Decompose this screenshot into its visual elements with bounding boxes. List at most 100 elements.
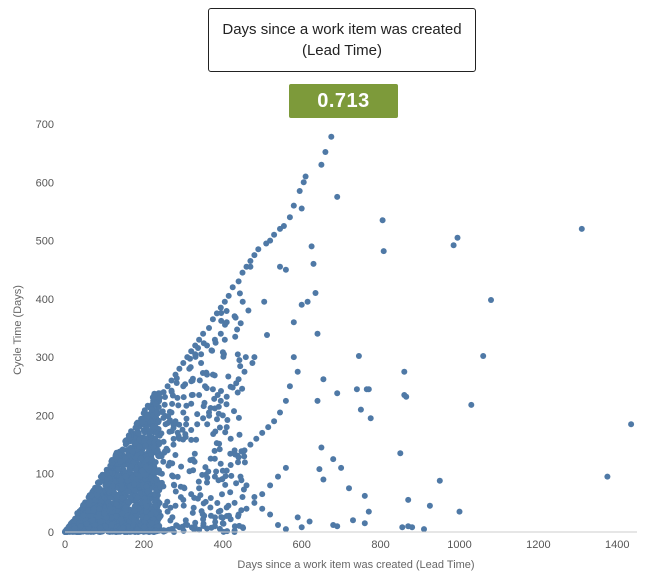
scatter-point xyxy=(194,421,201,428)
scatter-point xyxy=(227,450,234,457)
scatter-point xyxy=(604,473,611,480)
scatter-point xyxy=(190,467,197,474)
scatter-point xyxy=(399,524,406,531)
scatter-point xyxy=(271,418,278,425)
scatter-point xyxy=(221,336,228,343)
scatter-point xyxy=(196,485,203,492)
scatter-point xyxy=(334,193,341,200)
scatter-point xyxy=(122,441,129,448)
scatter-point xyxy=(200,415,207,422)
scatter-point xyxy=(261,298,268,305)
scatter-point xyxy=(189,391,196,398)
scatter-point xyxy=(211,336,218,343)
scatter-point xyxy=(202,471,209,478)
scatter-point xyxy=(223,308,230,314)
scatter-point xyxy=(132,466,139,472)
scatter-point xyxy=(241,447,248,454)
scatter-point xyxy=(365,386,372,393)
scatter-point xyxy=(196,336,203,343)
scatter-point xyxy=(286,214,293,221)
scatter-point xyxy=(183,402,190,409)
y-tick-label: 400 xyxy=(36,294,54,306)
scatter-point xyxy=(409,524,416,531)
scatter-point xyxy=(211,473,218,480)
scatter-point xyxy=(298,301,305,308)
scatter-point xyxy=(275,522,281,528)
scatter-point xyxy=(166,428,173,435)
scatter-point xyxy=(228,472,235,479)
scatter-point xyxy=(223,504,230,511)
scatter-point xyxy=(97,518,104,525)
scatter-point xyxy=(180,383,187,390)
scatter-point xyxy=(102,523,108,530)
scatter-point xyxy=(143,483,150,490)
scatter-point xyxy=(239,269,246,276)
scatter-point xyxy=(237,320,244,327)
scatter-point xyxy=(192,342,199,349)
scatter-point xyxy=(330,456,337,463)
scatter-point xyxy=(108,514,115,521)
scatter-point xyxy=(316,466,323,473)
scatter-point xyxy=(237,473,244,480)
scatter-point xyxy=(209,371,216,378)
scatter-point xyxy=(233,480,240,487)
scatter-point xyxy=(112,453,119,460)
scatter-point xyxy=(286,383,293,390)
scatter-point xyxy=(211,523,218,530)
scatter-point xyxy=(168,387,175,394)
scatter-point xyxy=(176,524,183,531)
scatter-point xyxy=(234,351,241,358)
scatter-point xyxy=(290,319,297,326)
scatter-point xyxy=(119,510,126,517)
y-axis-label: Cycle Time (Days) xyxy=(12,285,24,375)
scatter-point xyxy=(403,393,410,400)
scatter-point xyxy=(219,491,225,498)
scatter-point xyxy=(302,173,309,180)
scatter-point xyxy=(119,524,126,531)
scatter-point xyxy=(183,415,190,422)
scatter-point xyxy=(156,500,163,506)
scatter-point xyxy=(174,473,181,480)
scatter-point xyxy=(168,377,175,384)
x-tick-label: 400 xyxy=(214,539,232,551)
scatter-point xyxy=(119,446,126,453)
scatter-point xyxy=(227,516,234,523)
scatter-point xyxy=(179,426,186,433)
scatter-point xyxy=(143,514,150,521)
y-tick-label: 0 xyxy=(48,527,54,539)
scatter-point xyxy=(97,479,103,486)
scatter-point xyxy=(122,473,129,480)
scatter-point xyxy=(169,514,176,521)
scatter-point xyxy=(170,481,177,488)
scatter-point xyxy=(172,452,179,458)
scatter-point xyxy=(170,435,177,442)
scatter-point xyxy=(204,421,211,428)
x-tick-label: 1400 xyxy=(605,539,629,551)
scatter-point xyxy=(115,466,122,473)
scatter-point xyxy=(208,512,214,519)
scatter-point xyxy=(188,400,195,407)
scatter-point xyxy=(251,354,258,361)
scatter-point xyxy=(134,526,141,533)
scatter-point xyxy=(172,488,179,495)
scatter-point xyxy=(86,498,93,505)
scatter-point xyxy=(196,377,203,384)
scatter-point xyxy=(219,412,226,419)
scatter-point xyxy=(198,351,205,358)
scatter-point xyxy=(468,401,475,408)
scatter-point xyxy=(156,481,163,488)
scatter-point xyxy=(71,525,78,532)
scatter-point xyxy=(188,427,195,433)
chart-title-box: Days since a work item was created (Lead… xyxy=(208,8,476,72)
scatter-point xyxy=(454,234,461,241)
scatter-point xyxy=(144,488,151,495)
scatter-point xyxy=(215,403,222,410)
scatter-point xyxy=(282,526,289,533)
scatter-point xyxy=(237,363,244,370)
scatter-point xyxy=(103,470,110,477)
scatter-point xyxy=(259,505,266,512)
correlation-value: 0.713 xyxy=(317,89,370,112)
scatter-point xyxy=(161,401,168,408)
scatter-point xyxy=(328,133,335,140)
scatter-point xyxy=(172,418,179,425)
